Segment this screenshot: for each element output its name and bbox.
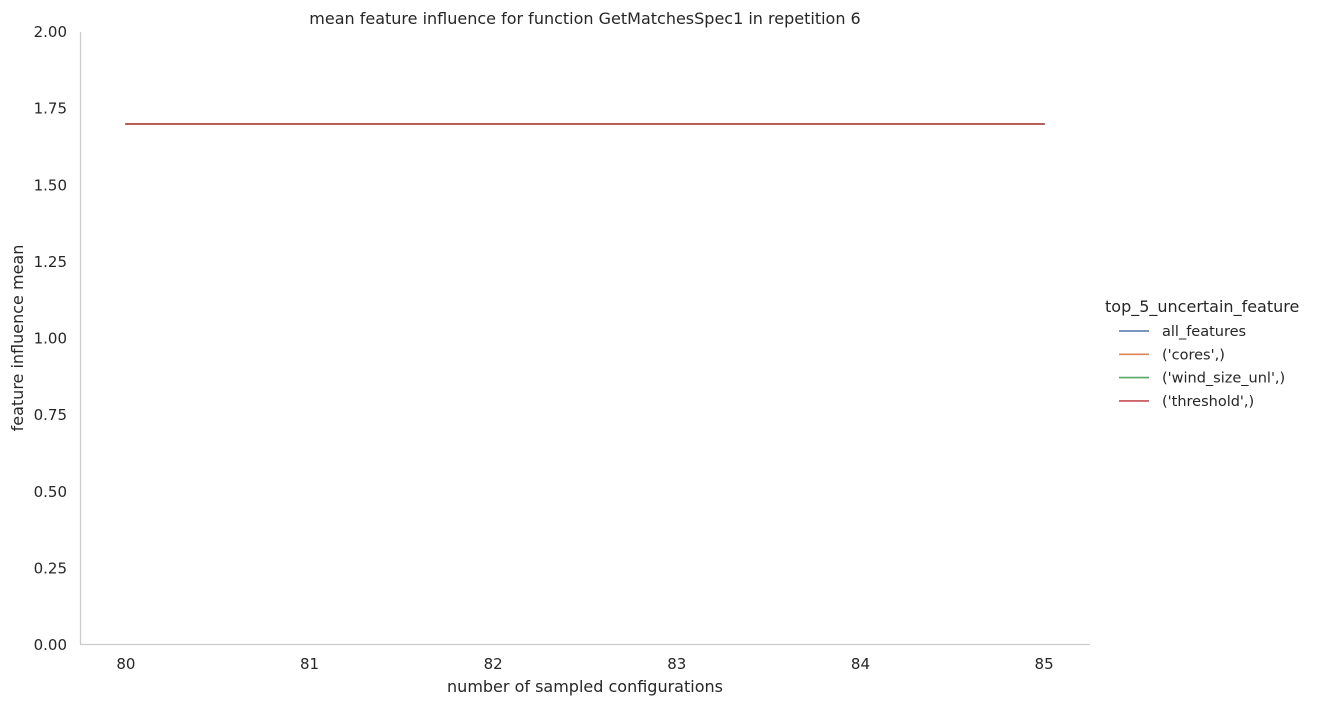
- y-tick-label: 0.00: [34, 636, 67, 654]
- x-tick-labels: 80 81 82 83 84 85: [116, 655, 1053, 673]
- x-tick-label: 80: [116, 655, 135, 673]
- chart-title: mean feature influence for function GetM…: [309, 9, 860, 28]
- x-tick-label: 85: [1035, 655, 1054, 673]
- x-axis-title: number of sampled configurations: [447, 677, 723, 696]
- legend-items: all_features ('cores',) ('wind_size_unl',)…: [1119, 324, 1285, 410]
- legend-label: ('cores',): [1162, 347, 1225, 363]
- legend-title: top_5_uncertain_feature: [1105, 297, 1299, 317]
- x-tick-label: 81: [300, 655, 319, 673]
- legend-label: ('wind_size_unl',): [1162, 371, 1285, 387]
- y-tick-label: 1.75: [34, 100, 67, 118]
- x-tick-label: 84: [851, 655, 870, 673]
- legend-label: ('threshold',): [1162, 394, 1254, 410]
- y-tick-label: 0.75: [34, 406, 67, 424]
- y-tick-label: 0.25: [34, 559, 67, 577]
- y-tick-label: 1.00: [34, 330, 67, 348]
- y-tick-label: 1.50: [34, 176, 67, 194]
- legend-label: all_features: [1162, 324, 1246, 340]
- y-tick-label: 0.50: [34, 483, 67, 501]
- y-axis-title: feature influence mean: [8, 245, 27, 432]
- y-tick-label: 1.25: [34, 253, 67, 271]
- legend: top_5_uncertain_feature all_features ('co…: [1105, 297, 1299, 410]
- x-tick-label: 82: [484, 655, 503, 673]
- x-tick-label: 83: [667, 655, 686, 673]
- y-tick-label: 2.00: [34, 23, 67, 41]
- y-tick-labels: 0.00 0.25 0.50 0.75 1.00 1.25 1.50 1.75 2.00: [34, 23, 67, 654]
